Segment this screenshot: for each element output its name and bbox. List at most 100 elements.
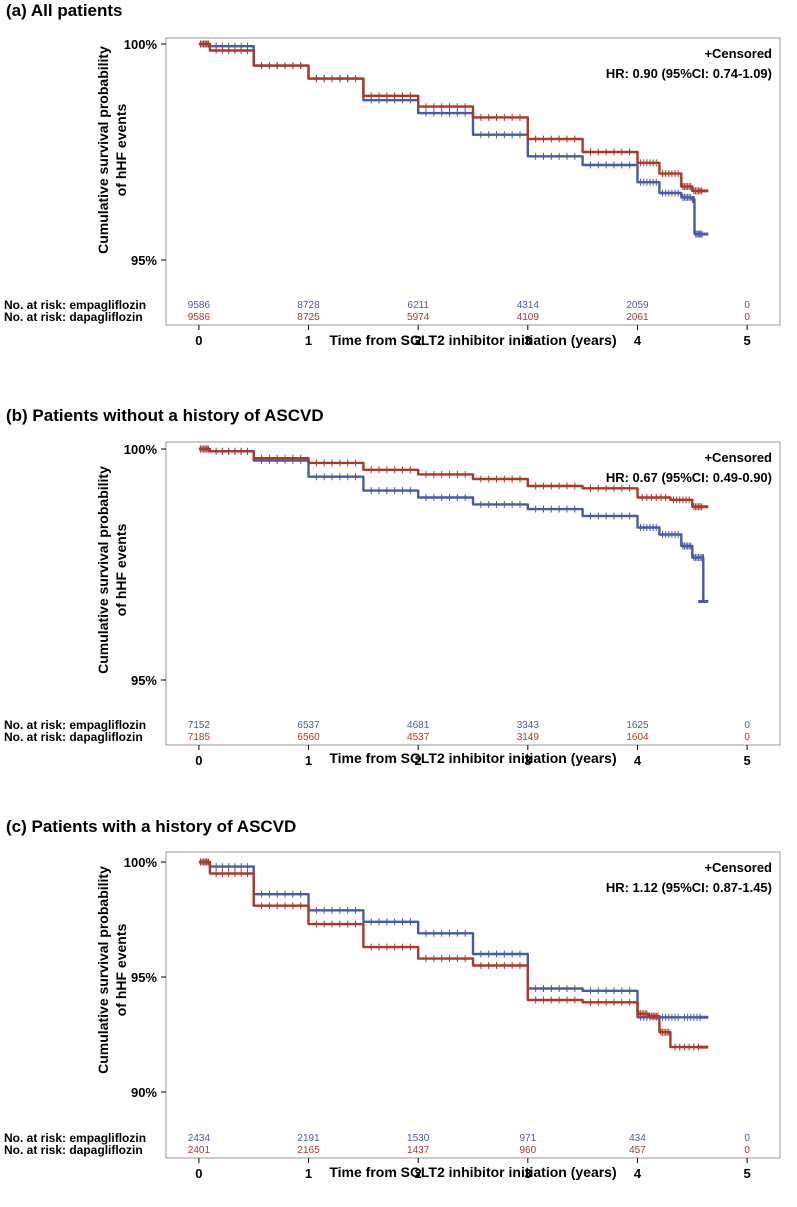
risk-count: 6537 — [297, 720, 320, 731]
risk-row-label-dapagliflozin: No. at risk: dapagliflozin — [4, 730, 143, 744]
km-curve-empagliflozin — [198, 447, 705, 602]
risk-count: 4314 — [517, 300, 540, 311]
y-axis-title: Cumulative survival probability of hHF ev… — [95, 866, 129, 1074]
y-tick-label: 100% — [124, 855, 158, 870]
risk-count: 0 — [744, 1133, 750, 1144]
x-axis-title: Time from SGLT2 inhibitor initiation (ye… — [329, 1164, 616, 1180]
y-tick-label: 90% — [131, 1085, 157, 1100]
chart-panel-a: (a) All patients 100% 95% 0 1 2 3 4 5 Time from S… — [4, 1, 781, 348]
x-tick-label: 5 — [743, 333, 750, 348]
y-tick-label: 100% — [124, 37, 158, 52]
risk-count: 6211 — [407, 300, 429, 311]
risk-row-label-empagliflozin: No. at risk: empagliflozin — [4, 298, 146, 312]
risk-count: 7152 — [188, 720, 211, 731]
x-tick-label: 5 — [743, 753, 750, 768]
risk-count: 0 — [744, 300, 750, 311]
x-tick-label: 4 — [634, 333, 642, 348]
x-tick-label: 5 — [743, 1166, 750, 1181]
x-tick-label: 0 — [195, 333, 202, 348]
y-axis-title: Cumulative survival probability of hHF ev… — [95, 46, 129, 254]
risk-count: 457 — [629, 1145, 646, 1156]
risk-count: 2061 — [626, 312, 649, 323]
y-axis-title-line: of hHF events — [113, 924, 129, 1017]
hazard-ratio-label: HR: 1.12 (95%CI: 0.87-1.45) — [606, 880, 772, 895]
x-tick-label: 4 — [634, 753, 642, 768]
risk-count: 3343 — [517, 720, 540, 731]
y-axis-title-line: Cumulative survival probability — [95, 466, 111, 674]
x-tick-label: 1 — [305, 1166, 312, 1181]
y-axis-title-line: of hHF events — [113, 524, 129, 617]
chart-panel-c: (c) Patients with a history of ASCVD 100%… — [4, 817, 781, 1181]
plot-frame — [165, 37, 781, 326]
risk-row-label-empagliflozin: No. at risk: empagliflozin — [4, 718, 146, 732]
risk-count: 5974 — [407, 312, 430, 323]
risk-count: 9586 — [188, 300, 211, 311]
risk-count: 2059 — [626, 300, 649, 311]
risk-count: 8725 — [297, 312, 320, 323]
risk-count: 6560 — [297, 732, 320, 743]
risk-count: 1604 — [626, 732, 649, 743]
risk-count: 1625 — [626, 720, 649, 731]
censor-marks-dapagliflozin — [199, 40, 703, 195]
y-tick-label: 95% — [131, 253, 157, 268]
risk-count: 0 — [744, 1145, 750, 1156]
censored-legend: +Censored — [704, 860, 772, 875]
risk-count: 2401 — [188, 1145, 211, 1156]
x-tick-label: 4 — [634, 1166, 642, 1181]
risk-count: 0 — [744, 732, 750, 743]
risk-count: 960 — [519, 1145, 536, 1156]
risk-count: 434 — [629, 1133, 646, 1144]
x-tick-label: 2 — [415, 333, 422, 348]
y-axis-title-line: Cumulative survival probability — [95, 46, 111, 254]
x-tick-label: 0 — [195, 1166, 202, 1181]
censor-marks-empagliflozin — [199, 445, 704, 562]
risk-row-label-dapagliflozin: No. at risk: dapagliflozin — [4, 310, 143, 324]
risk-count: 2434 — [188, 1133, 211, 1144]
plot-frame — [165, 441, 781, 746]
risk-row-label-empagliflozin: No. at risk: empagliflozin — [4, 1131, 146, 1145]
risk-count: 9586 — [188, 312, 211, 323]
risk-row-label-dapagliflozin: No. at risk: dapagliflozin — [4, 1143, 143, 1157]
censored-legend: +Censored — [704, 46, 772, 61]
y-axis-title-line: Cumulative survival probability — [95, 866, 111, 1074]
x-tick-label: 3 — [524, 1166, 531, 1181]
x-tick-label: 0 — [195, 753, 202, 768]
y-tick-label: 100% — [124, 442, 158, 457]
x-tick-label: 2 — [415, 1166, 422, 1181]
y-tick-label: 95% — [131, 673, 157, 688]
panel-title: (c) Patients with a history of ASCVD — [6, 817, 296, 836]
y-axis-title: Cumulative survival probability of hHF ev… — [95, 466, 129, 674]
chart-panel-b: (b) Patients without a history of ASCVD 1… — [4, 406, 781, 768]
y-axis-title-line: of hHF events — [113, 104, 129, 197]
risk-count: 0 — [744, 720, 750, 731]
km-curve-dapagliflozin — [198, 447, 704, 508]
risk-count: 3149 — [517, 732, 540, 743]
km-curve-dapagliflozin — [198, 42, 704, 193]
x-axis-title: Time from SGLT2 inhibitor initiation (ye… — [329, 332, 616, 348]
risk-count: 8728 — [297, 300, 320, 311]
x-tick-label: 1 — [305, 333, 312, 348]
censored-legend: +Censored — [704, 450, 772, 465]
risk-count: 2165 — [297, 1145, 320, 1156]
plot-frame — [165, 851, 781, 1159]
risk-count: 1437 — [407, 1145, 430, 1156]
risk-count: 7185 — [188, 732, 211, 743]
risk-count: 4681 — [407, 720, 430, 731]
x-tick-label: 3 — [524, 753, 531, 768]
x-tick-label: 2 — [415, 753, 422, 768]
panel-title: (b) Patients without a history of ASCVD — [6, 406, 324, 425]
risk-count: 4537 — [407, 732, 430, 743]
y-tick-label: 95% — [131, 970, 157, 985]
x-tick-label: 3 — [524, 333, 531, 348]
risk-count: 1530 — [407, 1133, 430, 1144]
risk-count: 4109 — [517, 312, 540, 323]
risk-count: 971 — [519, 1133, 536, 1144]
censor-marks-dapagliflozin — [199, 445, 703, 511]
risk-count: 0 — [744, 312, 750, 323]
x-axis-title: Time from SGLT2 inhibitor initiation (ye… — [329, 750, 616, 766]
x-tick-label: 1 — [305, 753, 312, 768]
hazard-ratio-label: HR: 0.90 (95%CI: 0.74-1.09) — [606, 66, 772, 81]
hazard-ratio-label: HR: 0.67 (95%CI: 0.49-0.90) — [606, 470, 772, 485]
risk-count: 2191 — [297, 1133, 320, 1144]
